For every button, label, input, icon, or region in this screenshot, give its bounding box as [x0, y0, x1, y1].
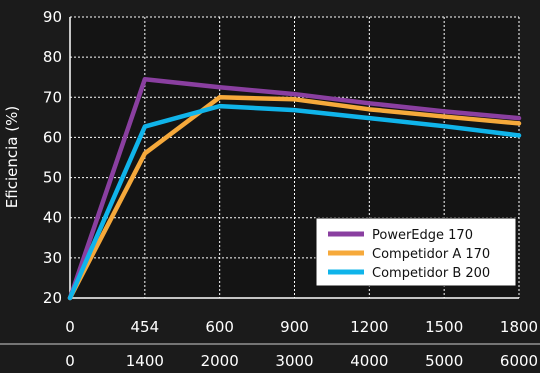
x-tick-labels-top: 0 454 600 900 1200 1500 1800 — [65, 318, 538, 336]
y-tick-label: 40 — [43, 209, 62, 227]
axes — [69, 17, 519, 299]
y-tick-label: 80 — [43, 48, 62, 66]
x-tick-label-bottom: 0 — [65, 352, 75, 370]
x-tick-label-top: 0 — [65, 318, 75, 336]
x-tick-label-bottom: 1400 — [126, 352, 164, 370]
legend-label: Competidor B 200 — [372, 266, 490, 281]
legend-label: PowerEdge 170 — [372, 228, 473, 243]
y-tick-label: 60 — [43, 128, 62, 146]
y-axis-label: Eficiencia (%) — [3, 106, 21, 208]
series-line-1 — [67, 76, 522, 301]
x-tick-label-top: 1500 — [425, 318, 463, 336]
x-tick-labels-bottom: 0 1400 2000 3000 4000 5000 6000 — [65, 352, 538, 370]
series-line-2 — [67, 95, 522, 301]
x-tick-label-bottom: 5000 — [425, 352, 463, 370]
x-tick-label-bottom: 4000 — [350, 352, 388, 370]
y-tick-label: 50 — [43, 169, 62, 187]
x-tick-label-top: 1200 — [350, 318, 388, 336]
series-layer — [67, 76, 522, 301]
series-line-3 — [67, 103, 522, 301]
y-tick-label: 20 — [43, 289, 62, 307]
x-tick-label-top: 1800 — [500, 318, 538, 336]
y-tick-label: 70 — [43, 88, 62, 106]
x-tick-label-bottom: 3000 — [275, 352, 313, 370]
x-tick-label-bottom: 2000 — [201, 352, 239, 370]
y-tick-label: 90 — [43, 8, 62, 26]
x-tick-label-top: 900 — [280, 318, 309, 336]
y-tick-labels: 20 30 40 50 60 70 80 90 — [43, 8, 62, 307]
legend: PowerEdge 170 Competidor A 170 Competidor … — [315, 217, 517, 287]
x-tick-label-top: 454 — [131, 318, 160, 336]
legend-label: Competidor A 170 — [372, 247, 490, 262]
x-tick-label-top: 600 — [205, 318, 234, 336]
x-tick-label-bottom: 6000 — [500, 352, 538, 370]
y-tick-label: 30 — [43, 249, 62, 267]
